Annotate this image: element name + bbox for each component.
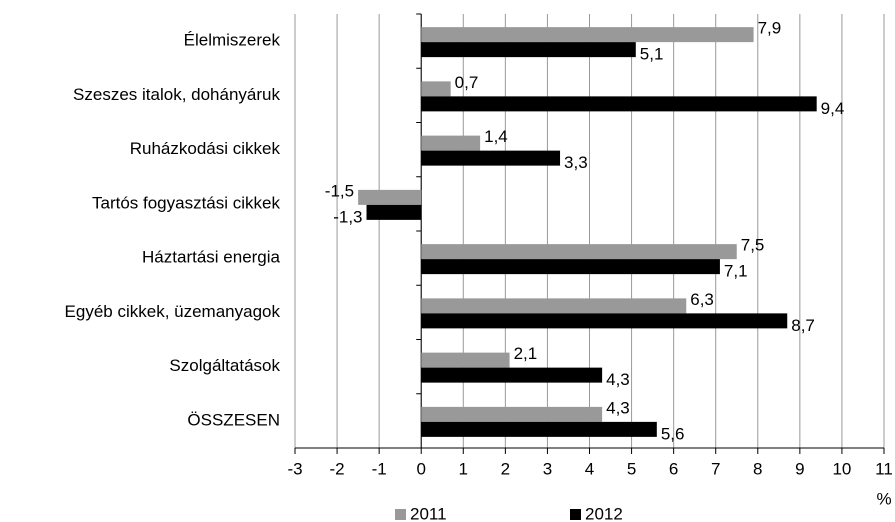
data-label: 8,7 bbox=[791, 316, 815, 335]
data-label: 5,1 bbox=[640, 45, 664, 64]
bar bbox=[421, 42, 636, 58]
bar bbox=[421, 135, 481, 151]
category-label: Szeszes italok, dohányáruk bbox=[73, 85, 280, 104]
bar bbox=[366, 204, 422, 220]
data-label: 4,3 bbox=[606, 370, 630, 389]
x-tick-label: 5 bbox=[627, 459, 636, 478]
category-label: Élelmiszerek bbox=[184, 31, 281, 50]
legend-swatch bbox=[395, 509, 406, 520]
category-label: Ruházkodási cikkek bbox=[130, 139, 281, 158]
data-label: 5,6 bbox=[661, 424, 685, 443]
bar bbox=[358, 189, 422, 205]
data-label: 2,1 bbox=[514, 344, 538, 363]
x-tick-label: 6 bbox=[669, 459, 678, 478]
x-tick-label: 7 bbox=[711, 459, 720, 478]
data-label: 7,9 bbox=[758, 19, 782, 38]
x-axis-label: % bbox=[876, 489, 891, 508]
bar bbox=[421, 259, 720, 275]
x-tick-label: 3 bbox=[543, 459, 552, 478]
x-tick-label: 4 bbox=[585, 459, 594, 478]
category-label: Háztartási energia bbox=[142, 248, 281, 267]
data-label: -1,3 bbox=[333, 207, 362, 226]
x-tick-label: 1 bbox=[459, 459, 468, 478]
category-label: Egyéb cikkek, üzemanyagok bbox=[65, 302, 281, 321]
data-label: 6,3 bbox=[690, 290, 714, 309]
legend-label: 2012 bbox=[585, 504, 623, 522]
x-tick-label: -2 bbox=[330, 459, 345, 478]
x-tick-label: -3 bbox=[287, 459, 302, 478]
legend-label: 2011 bbox=[410, 504, 447, 522]
bar bbox=[421, 367, 603, 383]
data-label: 7,5 bbox=[741, 236, 765, 255]
data-label: 1,4 bbox=[484, 127, 508, 146]
category-label: ÖSSZESEN bbox=[187, 410, 280, 429]
data-label: 0,7 bbox=[455, 73, 479, 92]
bar bbox=[421, 313, 788, 329]
legend-swatch bbox=[570, 509, 581, 520]
data-label: 9,4 bbox=[821, 99, 845, 118]
data-label: 4,3 bbox=[606, 398, 630, 417]
bar bbox=[421, 406, 603, 422]
data-label: -1,5 bbox=[325, 181, 354, 200]
x-tick-label: 11 bbox=[875, 459, 893, 478]
bar bbox=[421, 421, 657, 437]
data-label: 7,1 bbox=[724, 262, 748, 281]
x-tick-label: 9 bbox=[795, 459, 804, 478]
bar bbox=[421, 27, 754, 43]
x-tick-label: 2 bbox=[501, 459, 510, 478]
category-label: Szolgáltatások bbox=[169, 356, 280, 375]
bar bbox=[421, 298, 687, 314]
x-tick-label: -1 bbox=[372, 459, 387, 478]
data-label: 3,3 bbox=[564, 153, 588, 172]
x-tick-label: 8 bbox=[753, 459, 762, 478]
bar bbox=[421, 244, 737, 260]
bar bbox=[421, 352, 510, 368]
bar bbox=[421, 150, 561, 166]
bar bbox=[421, 81, 451, 97]
bar bbox=[421, 96, 817, 112]
x-tick-label: 10 bbox=[832, 459, 851, 478]
category-label: Tartós fogyasztási cikkek bbox=[92, 193, 281, 212]
x-tick-label: 0 bbox=[416, 459, 425, 478]
